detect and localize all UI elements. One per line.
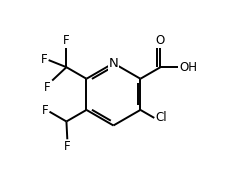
- Text: O: O: [156, 33, 165, 47]
- Text: F: F: [40, 53, 47, 66]
- Text: F: F: [64, 140, 71, 153]
- Text: Cl: Cl: [155, 111, 167, 124]
- Text: OH: OH: [179, 61, 197, 74]
- Text: F: F: [44, 82, 51, 95]
- Text: F: F: [63, 34, 70, 47]
- Text: F: F: [42, 104, 48, 117]
- Text: N: N: [109, 57, 118, 70]
